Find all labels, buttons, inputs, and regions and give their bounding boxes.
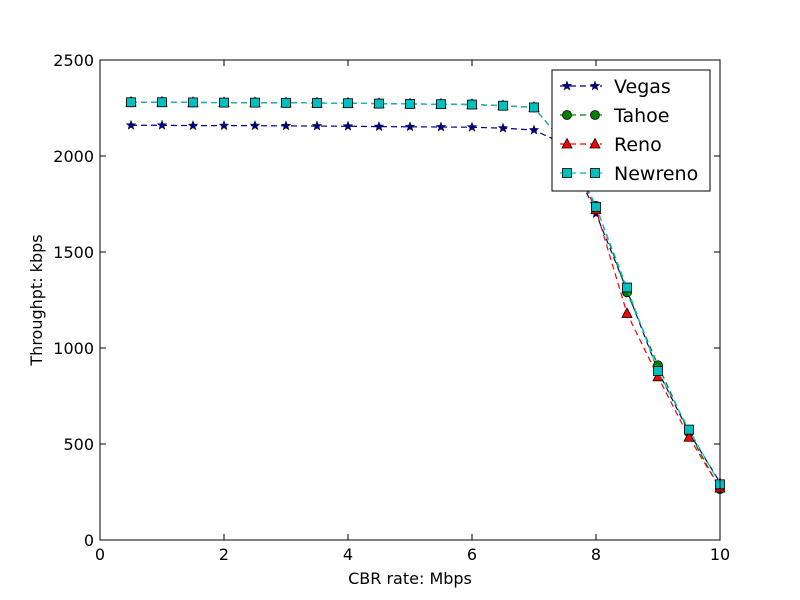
data-point-newreno: [498, 100, 508, 111]
series-line-vegas: [131, 124, 721, 483]
legend-marker: [562, 168, 572, 178]
data-point-vegas: [187, 120, 199, 131]
data-point-vegas: [280, 120, 292, 131]
y-tick-label: 500: [63, 435, 94, 454]
legend-marker: [589, 80, 601, 91]
legend-box: [551, 69, 711, 192]
data-point-reno: [621, 307, 633, 318]
data-point-newreno: [653, 366, 663, 376]
series-line-newreno: [131, 101, 721, 485]
legend: Vegas Tahoe Reno Newreno: [551, 69, 711, 192]
legend-marker: [590, 168, 600, 178]
x-tick-label: 6: [467, 545, 477, 564]
data-point-vegas: [342, 120, 354, 131]
data-point-newreno: [126, 97, 136, 108]
data-point-newreno: [684, 424, 694, 435]
y-tick-label: 2500: [53, 51, 94, 70]
data-point-newreno: [467, 99, 477, 110]
x-tick-label: 8: [591, 545, 601, 564]
y-axis-label: Throughpt: kbps: [27, 234, 46, 366]
series-newreno: [126, 97, 725, 490]
data-point-newreno: [312, 98, 322, 108]
legend-label: Reno: [614, 134, 662, 156]
legend-marker: [589, 137, 601, 149]
data-point-vegas: [373, 121, 385, 132]
data-point-newreno: [188, 97, 198, 108]
data-point-vegas: [125, 119, 137, 130]
legend-marker: [561, 137, 573, 149]
y-tick-label: 1500: [53, 243, 94, 262]
data-point-newreno: [591, 201, 601, 212]
y-tick-label: 0: [84, 531, 94, 550]
data-point-newreno: [343, 98, 353, 109]
data-point-newreno: [622, 282, 632, 293]
data-point-newreno: [281, 97, 291, 108]
legend-marker: [562, 110, 572, 120]
data-point-newreno: [405, 99, 415, 109]
data-point-vegas: [218, 120, 230, 131]
data-point-reno: [683, 430, 695, 442]
legend-item-reno: Reno: [560, 134, 662, 156]
data-point-vegas: [404, 121, 416, 132]
data-point-newreno: [157, 97, 167, 108]
data-point-vegas: [249, 120, 261, 131]
data-point-newreno: [436, 99, 446, 110]
ticks-layer: 0 2 4 6 8 10 0 500 1000 1500 2000 2500: [53, 51, 730, 564]
legend-item-vegas: Vegas: [560, 76, 671, 98]
legend-item-newreno: Newreno: [560, 163, 698, 185]
x-tick-label: 10: [710, 545, 730, 564]
data-point-vegas: [435, 121, 447, 132]
data-point-vegas: [528, 124, 540, 135]
data-point-vegas: [466, 121, 478, 132]
data-point-vegas: [156, 119, 168, 130]
data-point-newreno: [374, 98, 384, 109]
legend-label: Tahoe: [613, 105, 669, 127]
data-point-newreno: [219, 97, 229, 108]
y-tick-label: 2000: [53, 147, 94, 166]
data-point-newreno: [529, 102, 539, 113]
legend-marker: [561, 80, 573, 91]
legend-item-tahoe: Tahoe: [560, 105, 669, 127]
data-point-newreno: [250, 97, 260, 108]
data-point-vegas: [311, 120, 323, 131]
legend-label: Newreno: [614, 163, 698, 185]
plot-frame: [99, 59, 721, 541]
x-tick-label: 2: [219, 545, 229, 564]
legend-label: Vegas: [614, 76, 671, 98]
data-point-vegas: [497, 122, 509, 133]
x-axis-label: CBR rate: Mbps: [348, 569, 472, 588]
legend-marker: [590, 110, 600, 120]
x-tick-label: 0: [95, 545, 105, 564]
x-tick-label: 4: [343, 545, 353, 564]
y-tick-label: 1000: [53, 339, 94, 358]
